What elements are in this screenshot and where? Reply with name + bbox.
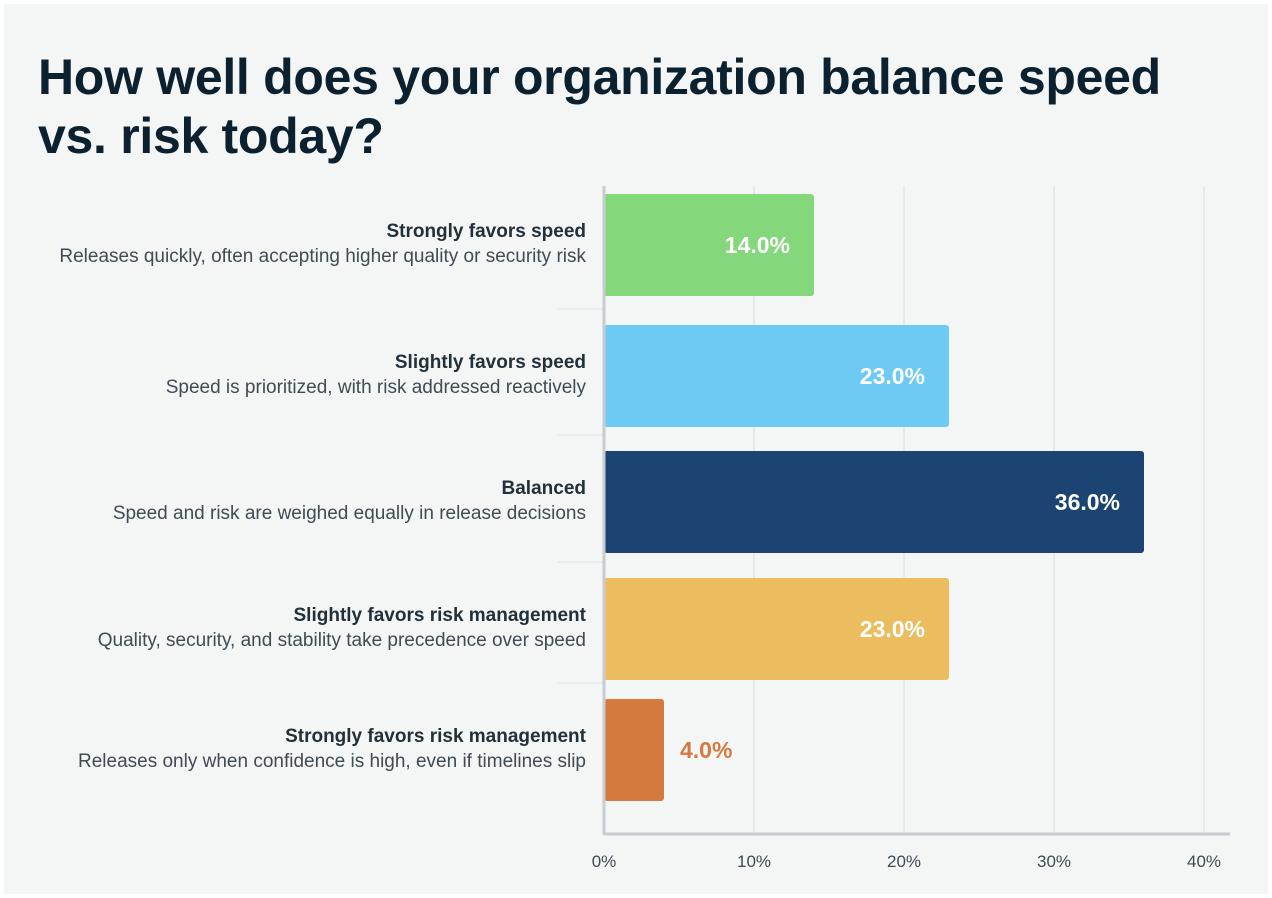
bar	[604, 325, 949, 427]
category-description: Releases quickly, often accepting higher…	[59, 246, 586, 267]
chart-title: How well does your organization balance …	[38, 49, 1161, 164]
x-tick-label: 40%	[1187, 852, 1221, 871]
category-label: Strongly favors risk management	[285, 726, 587, 747]
bar-value-label: 23.0%	[860, 363, 925, 389]
category-labels: 14.0% Strongly favors speed Releases quick…	[59, 221, 1120, 772]
bar	[604, 699, 664, 801]
bars	[604, 194, 1144, 801]
x-tick-label: 10%	[737, 852, 771, 871]
category-description: Releases only when confidence is high, e…	[78, 751, 586, 772]
bar-value-label: 14.0%	[725, 232, 790, 258]
bar	[604, 578, 949, 680]
category-label: Slightly favors speed	[395, 352, 586, 373]
category-description: Speed and risk are weighed equally in re…	[113, 503, 586, 524]
category-description: Quality, security, and stability take pr…	[98, 630, 586, 651]
bar-value-label: 36.0%	[1055, 489, 1120, 515]
row-separators	[558, 308, 604, 684]
x-tick-label: 0%	[592, 852, 617, 871]
x-tick-label: 20%	[887, 852, 921, 871]
category-label: Strongly favors speed	[386, 221, 586, 242]
bar-value-label: 23.0%	[860, 616, 925, 642]
category-label: Slightly favors risk management	[294, 605, 587, 626]
bar	[604, 194, 814, 296]
category-label: Balanced	[502, 478, 586, 499]
bar-value-label: 4.0%	[680, 737, 732, 763]
x-axis: 0% 10% 20% 30% 40%	[592, 186, 1230, 871]
bar	[604, 451, 1144, 553]
category-description: Speed is prioritized, with risk addresse…	[166, 377, 587, 398]
x-tick-label: 30%	[1037, 852, 1071, 871]
